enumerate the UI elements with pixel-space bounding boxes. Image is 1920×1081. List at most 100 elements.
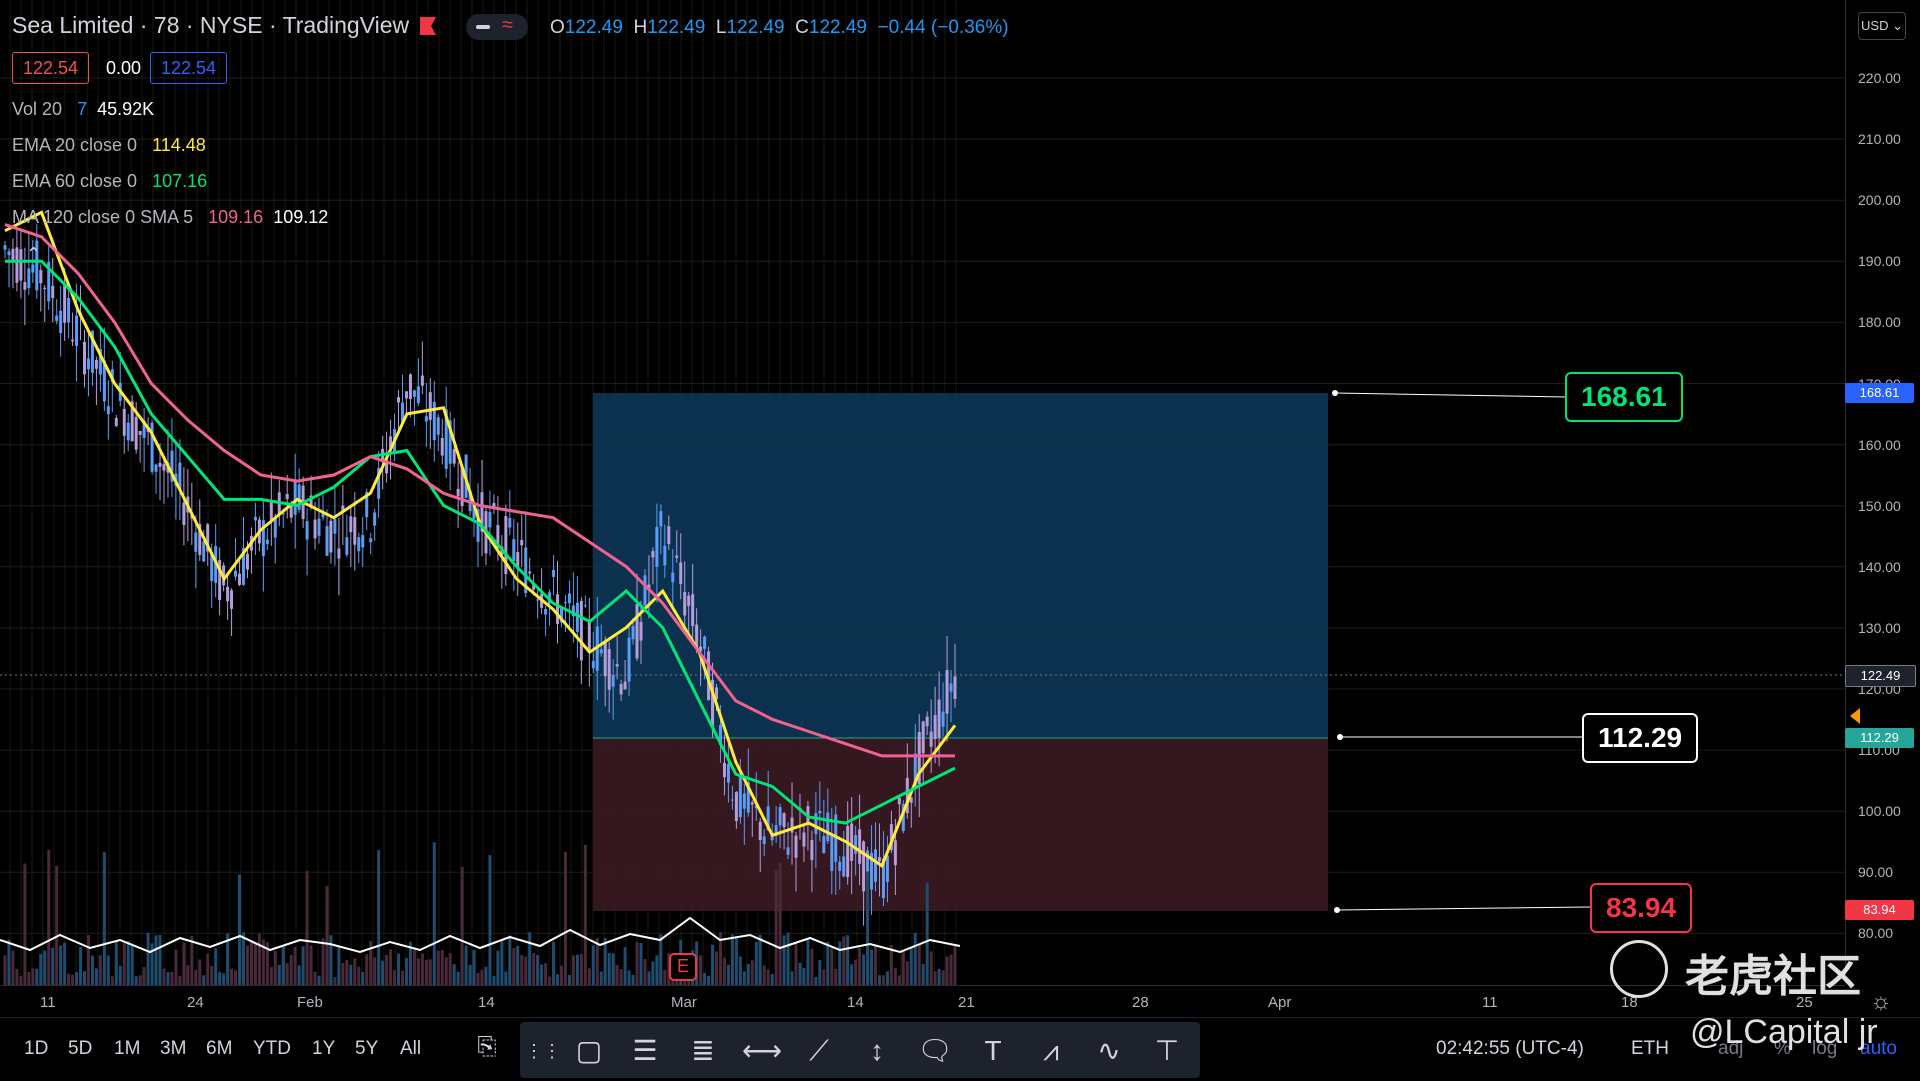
volume-bar [536,954,540,985]
range-ytd[interactable]: YTD [253,1038,291,1059]
volume-bar [889,945,893,985]
volume-bar [631,974,635,985]
price-tick: 90.00 [1858,864,1894,881]
regression-channel-icon[interactable]: ≣ [691,1035,715,1066]
candle-body [476,509,480,542]
range-1d[interactable]: 1D [24,1038,49,1059]
volume-bar [245,945,249,985]
candle-body [762,836,766,845]
date-range-icon[interactable]: ⎘ [477,1033,497,1060]
volume-bar [587,968,591,985]
time-tick: 14 [847,994,864,1011]
target-handle[interactable] [1332,390,1338,396]
candle-body [158,462,162,467]
stop-handle[interactable] [1334,907,1340,913]
candle-body [94,359,98,369]
candle-body [82,341,86,375]
callout-tool-icon[interactable]: 🗨 [917,1035,953,1066]
volume-bar [385,954,389,985]
candle-body [905,777,909,814]
clock-time[interactable]: 02:42:55 (UTC-4) [1436,1038,1584,1059]
session-toggle[interactable]: ETH [1631,1038,1669,1059]
candle-body [11,248,15,260]
volume-bar [86,935,90,985]
rectangle-tool-icon[interactable]: ▢ [575,1035,603,1066]
volume-bar [214,948,218,985]
price-chart[interactable] [0,0,1845,985]
volume-bar [31,968,35,985]
volume-bar [540,964,544,985]
volume-bar [345,960,349,985]
volume-bar [230,968,234,985]
parallel-channel-icon[interactable]: ☰ [632,1035,658,1066]
volume-bar [937,968,941,985]
candle-body [416,386,420,404]
time-axis[interactable]: 11 24 Feb 14 Mar 14 21 28 Apr 11 18 25 [0,985,1845,1018]
volume-bar [921,964,925,985]
volume-bar [94,968,98,985]
volume-bar [468,964,472,985]
volume-bar [170,972,174,985]
volume-bar [830,947,834,985]
candle-body [472,505,476,519]
auto-toggle[interactable]: auto [1860,1038,1897,1059]
range-6m[interactable]: 6M [206,1038,233,1059]
stop-callout[interactable]: 83.94 [1590,883,1693,933]
indicator-ema20[interactable]: EMA 20 close 0 114.48 [12,135,206,155]
path-tool-icon[interactable]: ⩘ [1043,1035,1059,1066]
earnings-marker-box[interactable] [669,953,697,981]
curve-tool-icon[interactable]: ∿ [1097,1035,1121,1066]
price-axis[interactable]: USD ⌄ [1845,0,1920,985]
target-zone[interactable] [593,393,1328,738]
flag-icon[interactable] [420,17,436,35]
indicator-volume[interactable]: Vol 20 7 45.92K [12,99,155,119]
range-1y[interactable]: 1Y [312,1038,336,1059]
candle-body [667,526,671,545]
drag-handle-icon[interactable]: ⋮⋮ [525,1041,561,1061]
candle-body [361,535,365,548]
price-tick: 80.00 [1858,925,1894,942]
signpost-tool-icon[interactable]: ⊤ [1154,1035,1180,1066]
collapse-legend-icon[interactable]: ⌃ [26,244,42,264]
entry-callout[interactable]: 112.29 [1582,713,1699,763]
symbol-title[interactable]: Sea Limited · 78 · NYSE · TradingView [12,12,410,38]
range-1m[interactable]: 1M [114,1038,141,1059]
entry-handle[interactable] [1337,734,1343,740]
candle-body [440,437,444,456]
currency-selector[interactable]: USD ⌄ [1858,12,1906,40]
range-3m[interactable]: 3M [160,1038,187,1059]
volume-bar [516,945,520,985]
candle-body [333,519,337,534]
ema60-line [5,259,956,825]
indicator-ema60[interactable]: EMA 60 close 0 107.16 [12,171,208,191]
volume-bar [206,953,210,985]
volume-bar [726,964,730,985]
range-5d[interactable]: 5D [68,1038,93,1059]
target-callout[interactable]: 168.61 [1565,372,1683,422]
candle-body [738,775,742,818]
candle-body [341,505,345,512]
adj-toggle[interactable]: adj [1718,1038,1744,1059]
time-tick: 14 [478,994,495,1011]
sell-price-button[interactable]: 122.54 [12,52,90,84]
volume-bar [321,938,325,985]
volume-bar [838,941,842,985]
buy-price-button[interactable]: 122.54 [150,52,228,84]
indicator-ma120[interactable]: MA 120 close 0 SMA 5 109.16 109.12 [12,207,329,227]
date-range-tool-icon[interactable]: ⟷ [742,1035,783,1066]
text-tool-icon[interactable]: T [984,1035,1002,1066]
range-5y[interactable]: 5Y [355,1038,379,1059]
percent-toggle[interactable]: % [1774,1038,1791,1059]
countdown-marker [1850,708,1860,724]
range-all[interactable]: All [400,1038,422,1059]
volume-bar [917,944,921,985]
volume-bar [249,940,253,985]
log-toggle[interactable]: log [1812,1038,1838,1059]
trend-line-icon[interactable]: ⟋ [809,1035,829,1066]
price-range-icon[interactable]: ↕ [870,1035,884,1066]
stop-zone[interactable] [593,738,1328,911]
visibility-toggle[interactable]: ≈ [466,14,528,40]
candle-body [496,525,500,549]
settings-gear-icon[interactable]: ☼ [1870,988,1892,1015]
volume-bar [253,942,257,985]
